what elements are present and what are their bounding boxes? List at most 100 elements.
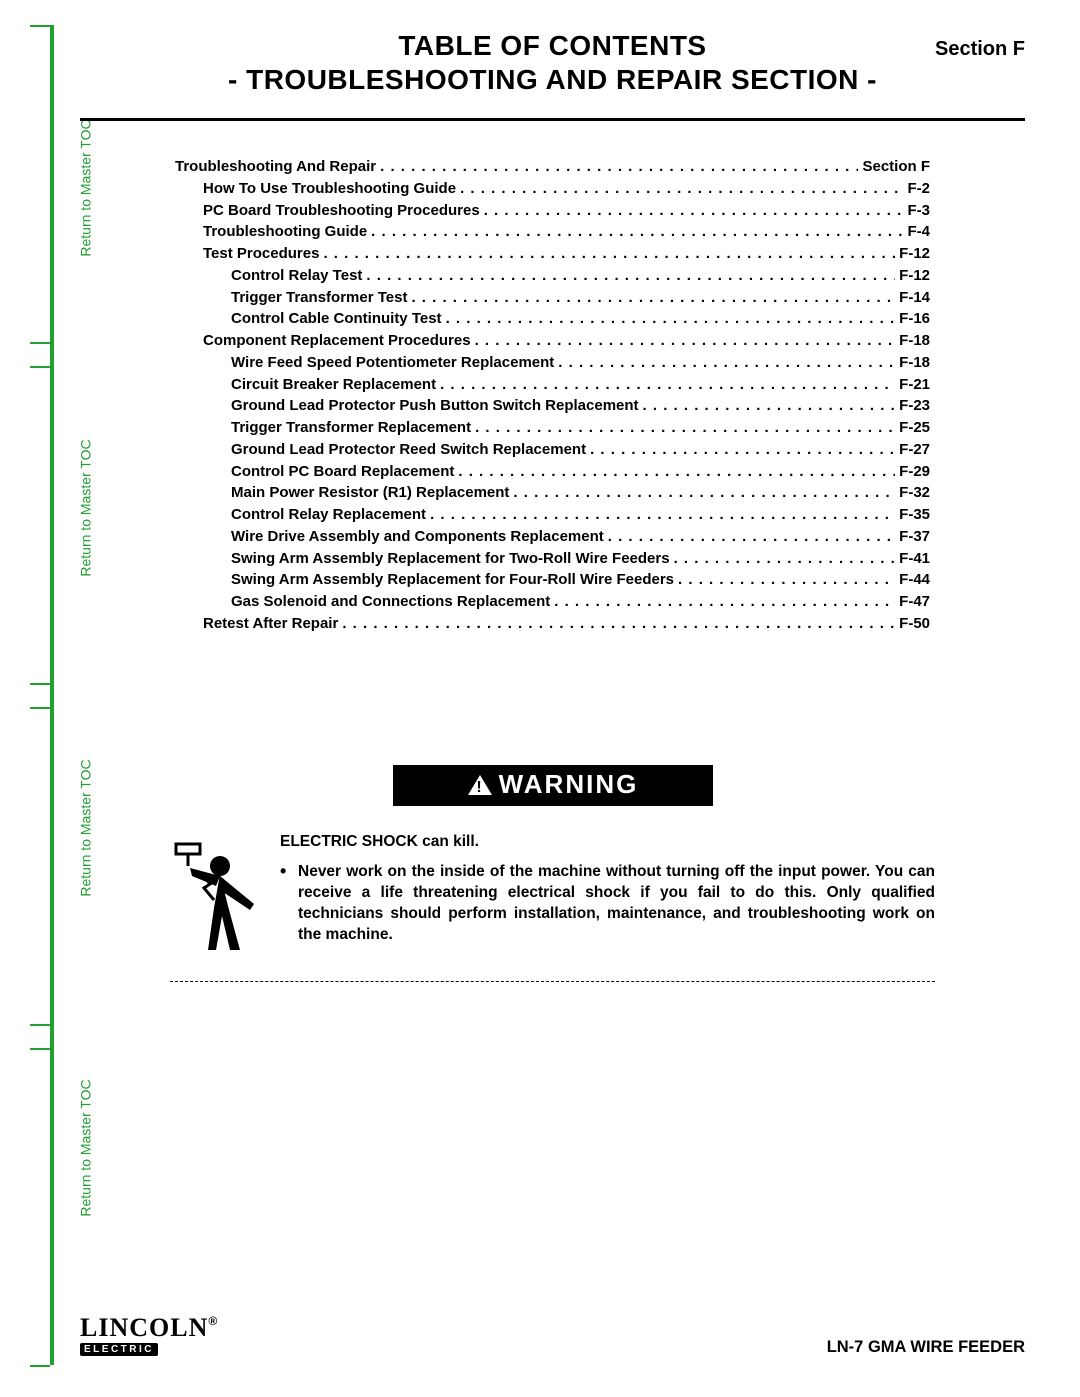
toc-leader-dots <box>558 352 895 374</box>
toc-leader-dots <box>484 200 904 222</box>
toc-page: F-18 <box>899 330 930 352</box>
toc-leader-dots <box>323 243 895 265</box>
toc-row[interactable]: Control Relay TestF-12 <box>231 265 930 287</box>
toc-page: F-29 <box>899 461 930 483</box>
toc-label: Gas Solenoid and Connections Replacement <box>231 591 550 613</box>
warning-headline: ELECTRIC SHOCK can kill. <box>280 832 935 853</box>
toc-page: F-4 <box>908 221 931 243</box>
toc-row[interactable]: Main Power Resistor (R1) ReplacementF-32 <box>231 482 930 504</box>
content-area: TABLE OF CONTENTS - TROUBLESHOOTING AND … <box>80 30 1025 982</box>
toc-page: F-18 <box>899 352 930 374</box>
toc-label: Wire Feed Speed Potentiometer Replacemen… <box>231 352 554 374</box>
toc-row[interactable]: Test ProceduresF-12 <box>203 243 930 265</box>
toc-row[interactable]: Swing Arm Assembly Replacement for Four-… <box>231 569 930 591</box>
toc-leader-dots <box>674 548 896 570</box>
toc-row[interactable]: Ground Lead Protector Push Button Switch… <box>231 395 930 417</box>
toc-row[interactable]: Control PC Board ReplacementF-29 <box>231 461 930 483</box>
warning-block: ! WARNING <box>170 765 935 963</box>
header-section: Section F <box>935 38 1025 61</box>
header-title-1: TABLE OF CONTENTS <box>80 30 1025 62</box>
return-toc-tab-1[interactable]: Return to Master TOC <box>17 180 35 196</box>
toc-page: F-12 <box>899 265 930 287</box>
toc-leader-dots <box>590 439 895 461</box>
tab-divider <box>30 683 50 685</box>
dashed-divider <box>170 981 935 982</box>
toc-row[interactable]: Circuit Breaker ReplacementF-21 <box>231 374 930 396</box>
page-footer: LINCOLN® ELECTRIC LN-7 GMA WIRE FEEDER <box>80 1316 1025 1357</box>
logo-subtext: ELECTRIC <box>80 1343 158 1356</box>
brand-logo: LINCOLN® ELECTRIC <box>80 1316 218 1357</box>
toc-leader-dots <box>643 395 896 417</box>
toc-leader-dots <box>380 156 858 178</box>
toc-leader-dots <box>458 461 895 483</box>
toc-leader-dots <box>342 613 895 635</box>
table-of-contents: Troubleshooting And RepairSection FHow T… <box>175 156 930 635</box>
toc-page: F-41 <box>899 548 930 570</box>
toc-label: Test Procedures <box>203 243 319 265</box>
toc-label: Trigger Transformer Test <box>231 287 407 309</box>
warning-bullet: • Never work on the inside of the machin… <box>280 862 935 946</box>
footer-product-name: LN-7 GMA WIRE FEEDER <box>827 1338 1025 1357</box>
warning-body: ELECTRIC SHOCK can kill. • Never work on… <box>170 832 935 963</box>
warning-triangle-icon: ! <box>467 774 493 796</box>
toc-row[interactable]: Trigger Transformer ReplacementF-25 <box>231 417 930 439</box>
toc-page: F-3 <box>908 200 931 222</box>
logo-text: LINCOLN <box>80 1313 208 1342</box>
warning-banner-text: WARNING <box>499 769 639 799</box>
toc-row[interactable]: Troubleshooting GuideF-4 <box>203 221 930 243</box>
return-toc-tab-2[interactable]: Return to Master TOC <box>17 500 35 516</box>
toc-leader-dots <box>371 221 903 243</box>
toc-row[interactable]: Troubleshooting And Repair Section F <box>175 156 930 178</box>
toc-row[interactable]: Wire Feed Speed Potentiometer Replacemen… <box>231 352 930 374</box>
toc-leader-dots <box>411 287 895 309</box>
toc-label: Component Replacement Procedures <box>203 330 471 352</box>
toc-label: Ground Lead Protector Push Button Switch… <box>231 395 639 417</box>
toc-row[interactable]: Gas Solenoid and Connections Replacement… <box>231 591 930 613</box>
tab-divider <box>30 1365 50 1367</box>
svg-text:!: ! <box>476 779 483 796</box>
toc-page: F-27 <box>899 439 930 461</box>
toc-leader-dots <box>554 591 895 613</box>
page-header: TABLE OF CONTENTS - TROUBLESHOOTING AND … <box>80 30 1025 108</box>
toc-label: Main Power Resistor (R1) Replacement <box>231 482 509 504</box>
bullet-icon: • <box>280 862 298 946</box>
toc-page: F-16 <box>899 308 930 330</box>
toc-row[interactable]: Swing Arm Assembly Replacement for Two-R… <box>231 548 930 570</box>
tab-divider <box>30 25 50 27</box>
toc-leader-dots <box>460 178 903 200</box>
toc-row[interactable]: Trigger Transformer Test F-14 <box>231 287 930 309</box>
header-title-2: - TROUBLESHOOTING AND REPAIR SECTION - <box>80 64 1025 96</box>
toc-row[interactable]: Component Replacement Procedures F-18 <box>203 330 930 352</box>
toc-row[interactable]: Retest After RepairF-50 <box>203 613 930 635</box>
return-toc-tab-4[interactable]: Return to Master TOC <box>17 1140 35 1156</box>
toc-page: Section F <box>862 156 930 178</box>
return-toc-label: Return to Master TOC <box>78 1079 94 1216</box>
toc-page: F-14 <box>899 287 930 309</box>
toc-row[interactable]: Control Relay ReplacementF-35 <box>231 504 930 526</box>
toc-label: Ground Lead Protector Reed Switch Replac… <box>231 439 586 461</box>
toc-page: F-2 <box>908 178 931 200</box>
registered-icon: ® <box>208 1314 218 1328</box>
page: Return to Master TOC Return to Master TO… <box>0 0 1080 1397</box>
toc-row[interactable]: Ground Lead Protector Reed Switch Replac… <box>231 439 930 461</box>
toc-leader-dots <box>475 417 895 439</box>
side-border <box>50 25 54 1365</box>
toc-page: F-44 <box>899 569 930 591</box>
return-toc-tab-3[interactable]: Return to Master TOC <box>17 820 35 836</box>
toc-row[interactable]: Wire Drive Assembly and Components Repla… <box>231 526 930 548</box>
tab-divider <box>30 1048 50 1050</box>
warning-banner: ! WARNING <box>393 765 713 806</box>
toc-label: How To Use Troubleshooting Guide <box>203 178 456 200</box>
toc-page: F-37 <box>899 526 930 548</box>
toc-row[interactable]: PC Board Troubleshooting ProceduresF-3 <box>203 200 930 222</box>
toc-label: Retest After Repair <box>203 613 338 635</box>
toc-page: F-23 <box>899 395 930 417</box>
toc-leader-dots <box>475 330 896 352</box>
toc-leader-dots <box>446 308 896 330</box>
toc-label: Troubleshooting And Repair <box>175 156 376 178</box>
warning-bullet-text: Never work on the inside of the machine … <box>298 862 935 946</box>
toc-row[interactable]: How To Use Troubleshooting Guide F-2 <box>203 178 930 200</box>
warning-text: ELECTRIC SHOCK can kill. • Never work on… <box>280 832 935 947</box>
toc-page: F-25 <box>899 417 930 439</box>
toc-row[interactable]: Control Cable Continuity TestF-16 <box>231 308 930 330</box>
